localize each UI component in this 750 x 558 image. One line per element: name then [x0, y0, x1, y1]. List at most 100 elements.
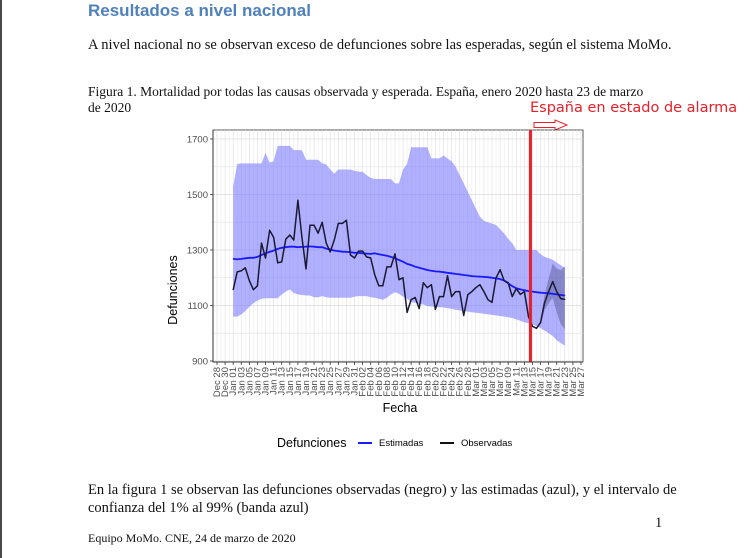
estimated-point — [410, 264, 412, 266]
x-tick-label: Mar 07 — [495, 367, 506, 397]
estimated-point — [487, 276, 489, 278]
x-tick-label: Feb 04 — [366, 367, 377, 397]
estimated-point — [240, 258, 242, 260]
observed-point — [519, 293, 521, 295]
x-tick-label: Jan 03 — [236, 367, 247, 396]
observed-point — [273, 236, 275, 238]
x-tick-label: Feb 22 — [439, 367, 450, 397]
observed-point — [374, 274, 376, 276]
estimated-point — [265, 252, 267, 254]
estimated-point — [349, 251, 351, 253]
observed-point — [353, 257, 356, 259]
estimated-point — [269, 251, 271, 253]
observed-point — [260, 242, 263, 244]
estimated-point — [459, 273, 461, 275]
x-tick-label: Feb 06 — [374, 367, 385, 397]
observed-point — [370, 257, 372, 259]
observed-point — [455, 291, 457, 293]
observed-point — [527, 315, 530, 317]
x-tick-label: Mar 01 — [471, 367, 482, 397]
x-tick-label: Feb 12 — [398, 367, 409, 397]
x-tick-label: Feb 26 — [455, 367, 466, 397]
estimated-point — [479, 276, 481, 278]
x-tick-label: Feb 18 — [422, 367, 433, 397]
y-tick-label: 1700 — [187, 135, 208, 146]
x-tick-label: Mar 27 — [576, 367, 587, 397]
observed-point — [471, 291, 473, 293]
estimated-point — [483, 276, 485, 278]
observed-point — [531, 325, 534, 327]
x-tick-label: Mar 05 — [487, 367, 498, 397]
estimated-point — [341, 251, 343, 253]
legend-observed-label: Observadas — [461, 438, 512, 449]
x-tick-label: Jan 15 — [285, 367, 296, 396]
estimated-point — [515, 287, 517, 289]
section-heading: Resultados a nivel nacional — [88, 1, 311, 20]
confidence-band — [233, 145, 565, 346]
x-tick-label: Jan 29 — [341, 367, 352, 396]
observed-point — [479, 284, 481, 286]
footer: Equipo MoMo. CNE, 24 de marzo de 2020 — [88, 531, 296, 545]
estimated-point — [442, 271, 444, 273]
estimated-point — [297, 246, 299, 248]
estimated-point — [329, 248, 331, 250]
estimated-point — [536, 291, 538, 293]
observed-point — [390, 266, 392, 268]
x-tick-label: Mar 23 — [560, 367, 571, 397]
estimated-point — [519, 288, 521, 290]
x-tick-label: Feb 08 — [382, 367, 393, 397]
observed-point — [430, 284, 432, 286]
observed-point — [402, 277, 404, 279]
estimated-point — [281, 247, 283, 249]
estimated-point — [430, 270, 432, 272]
observed-point — [450, 296, 453, 298]
observed-point — [426, 287, 428, 289]
x-tick-label: Mar 21 — [552, 367, 563, 397]
estimated-point — [414, 266, 416, 268]
observed-point — [240, 270, 242, 272]
observed-point — [406, 311, 408, 314]
page-number: 1 — [655, 515, 663, 531]
y-axis-title: Defunciones — [166, 255, 180, 325]
observed-tail-band — [540, 263, 565, 330]
x-tick-label: Jan 05 — [244, 367, 255, 396]
alarm-annotation: España en estado de alarma — [530, 100, 738, 116]
estimated-point — [236, 258, 238, 260]
estimated-point — [422, 268, 424, 270]
observed-point — [446, 275, 449, 277]
estimated-point — [438, 271, 440, 273]
observed-point — [236, 271, 238, 273]
estimated-point — [511, 285, 513, 287]
observed-point — [345, 219, 348, 221]
observed-point — [394, 253, 396, 255]
estimated-point — [471, 275, 473, 277]
observed-point — [434, 308, 436, 310]
estimated-point — [491, 277, 493, 279]
observed-point — [248, 280, 250, 282]
estimated-point — [345, 251, 347, 253]
estimated-point — [540, 292, 542, 294]
x-tick-label: Jan 01 — [228, 367, 239, 396]
observed-point — [556, 291, 558, 293]
estimated-point — [447, 272, 449, 274]
observed-point — [277, 262, 279, 264]
estimated-point — [232, 258, 234, 260]
x-tick-label: Feb 20 — [430, 367, 441, 397]
observed-point — [459, 291, 461, 293]
observed-point — [410, 299, 412, 301]
x-tick-label: Feb 28 — [463, 367, 474, 397]
observed-point — [535, 327, 538, 329]
estimated-point — [293, 246, 295, 248]
estimated-point — [378, 253, 380, 255]
estimated-point — [370, 253, 372, 255]
observed-point — [281, 261, 283, 263]
estimated-point — [362, 252, 364, 254]
observed-point — [252, 289, 254, 291]
observed-point — [491, 301, 493, 304]
y-axis-ticks: 900 1100 1300 1500 1700 — [187, 135, 213, 368]
estimated-point — [358, 252, 360, 254]
estimated-point — [256, 256, 258, 258]
x-tick-label: Jan 13 — [277, 367, 288, 396]
estimated-point — [354, 252, 356, 254]
x-tick-label: Dec 30 — [220, 367, 231, 397]
